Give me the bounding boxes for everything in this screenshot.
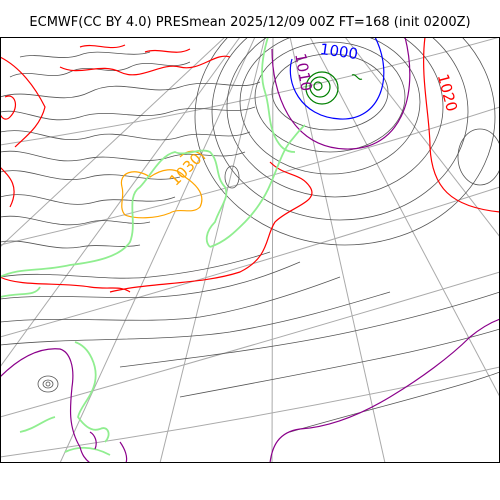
isobar-1000: [289, 37, 385, 120]
isobar-1010: [271, 37, 411, 150]
low-center-contours: [305, 71, 363, 105]
coastlines: [0, 37, 306, 456]
low-pressure-system: [194, 37, 496, 246]
small-contours: [37, 128, 500, 393]
thin-isobars: [0, 51, 500, 433]
graticule: [0, 37, 500, 463]
contour-label-1000: 1000: [319, 40, 359, 63]
isobar-1010-south: [0, 318, 500, 463]
isobar-1020: [0, 37, 500, 293]
pressure-map: 1000 1010 1020 1030: [0, 37, 500, 463]
map-title: ECMWF(CC BY 4.0) PRESmean 2025/12/09 00Z…: [29, 15, 471, 30]
